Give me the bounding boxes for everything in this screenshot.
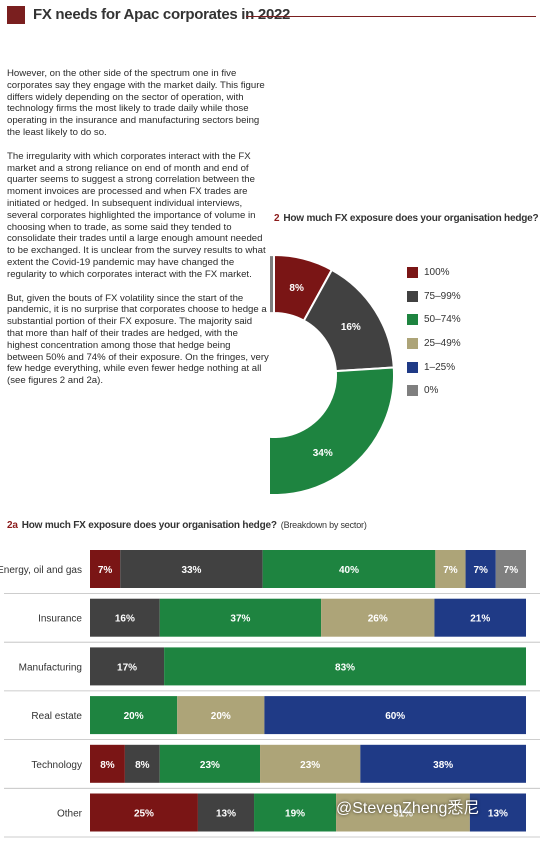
- article-paragraph-2: The irregularity with which corporates i…: [7, 150, 266, 280]
- legend-label: 0%: [424, 385, 439, 397]
- bar-segment: [321, 598, 435, 637]
- donut-slice-label-1: 16%: [341, 322, 361, 333]
- figure-2-title-text: How much FX exposure does your organisat…: [283, 213, 539, 224]
- bar-segment: [177, 696, 265, 735]
- figure-2-title: 2 How much FX exposure does your organisa…: [274, 213, 539, 224]
- bar-segment-label: 25%: [134, 809, 154, 820]
- donut-slice-2: [270, 366, 395, 496]
- figure-2-number: 2: [274, 213, 280, 224]
- bar-segment: [164, 647, 526, 686]
- legend-label: 100%: [424, 267, 450, 279]
- bar-segment: [120, 550, 263, 588]
- figure-2a-title: 2a How much FX exposure does your organis…: [7, 520, 367, 531]
- bar-segment-label: 8%: [135, 760, 150, 771]
- figure-2a-number: 2a: [7, 520, 18, 531]
- page-header: FX needs for Apac corporates in 2022: [0, 0, 544, 34]
- bar-segment: [465, 550, 496, 588]
- bar-segment-label: 38%: [433, 760, 453, 771]
- header-accent-square: [7, 6, 25, 24]
- bar-segment: [90, 696, 178, 735]
- bar-segment: [159, 598, 322, 637]
- page-title: FX needs for Apac corporates in 2022: [33, 6, 291, 23]
- bar-segment: [90, 550, 121, 588]
- category-label: Insurance: [38, 614, 82, 625]
- bar-segment-label: 40%: [339, 565, 359, 576]
- bar-segment-label: 23%: [200, 760, 220, 771]
- bar-segment: [469, 793, 526, 832]
- bar-segment-label: 19%: [285, 809, 305, 820]
- bar-segment-label: 13%: [216, 809, 236, 820]
- bar-segment: [495, 550, 526, 588]
- bar-segment-label: 16%: [115, 614, 135, 625]
- bar-segment-label: 26%: [368, 614, 388, 625]
- bar-segment: [90, 598, 160, 637]
- bar-segment-label: 20%: [211, 711, 231, 722]
- bar-segment-label: 7%: [98, 565, 113, 576]
- bar-segment: [90, 647, 165, 686]
- bar-segment: [435, 550, 466, 588]
- bar-segment: [360, 744, 526, 783]
- legend-item: 75–99%: [407, 285, 461, 309]
- bar-segment-label: 83%: [335, 662, 355, 673]
- donut-legend: 100% 75–99% 50–74% 25–49% 1–25% 0%: [407, 261, 461, 403]
- legend-swatch: [407, 314, 418, 326]
- legend-swatch: [407, 267, 418, 279]
- bar-segment-label: 21%: [470, 614, 490, 625]
- category-label: Manufacturing: [19, 662, 82, 673]
- donut-slice-5: [270, 253, 275, 315]
- article-paragraph-3: But, given the bouts of FX volatility si…: [7, 292, 269, 387]
- bar-segment-label: 60%: [385, 711, 405, 722]
- bar-segment: [197, 793, 255, 832]
- donut-chart-container: 8%16%34%20%20%: [270, 250, 398, 500]
- legend-item: 0%: [407, 379, 461, 403]
- donut-slice-label-0: 8%: [289, 283, 304, 294]
- legend-swatch: [407, 385, 418, 397]
- figure-2a-title-text: How much FX exposure does your organisat…: [21, 520, 277, 531]
- bar-segment-label: 17%: [117, 662, 137, 673]
- legend-swatch: [407, 338, 418, 350]
- legend-item: 1–25%: [407, 355, 461, 379]
- category-label: Real estate: [31, 711, 82, 722]
- legend-swatch: [407, 361, 418, 373]
- bar-segment-label: 8%: [100, 760, 115, 771]
- donut-chart: 8%16%34%20%20%: [270, 253, 395, 496]
- bar-segment-label: 23%: [300, 760, 320, 771]
- bar-segment: [336, 793, 470, 832]
- bar-segment-label: 20%: [124, 711, 144, 722]
- sector-stacked-bar-chart: Energy, oil and gas 7% 33% 40% 7% 7% 7% Insuran…: [0, 550, 540, 838]
- category-label: Energy, oil and gas: [0, 565, 82, 576]
- bar-segment: [90, 744, 125, 783]
- legend-item: 25–49%: [407, 332, 461, 356]
- bar-segment-label: 7%: [473, 565, 488, 576]
- bar-segment: [254, 793, 337, 832]
- article-body: However, on the other side of the spectr…: [7, 68, 269, 399]
- article-paragraph-1: However, on the other side of the spectr…: [7, 68, 265, 138]
- legend-item: 100%: [407, 261, 461, 285]
- figure-2a-subtitle: (Breakdown by sector): [280, 520, 367, 530]
- legend-label: 50–74%: [424, 314, 461, 326]
- bar-segment-label: 13%: [488, 809, 508, 820]
- watermark: @StevenZheng悉尼: [336, 800, 480, 817]
- bar-segment-label: 7%: [443, 565, 458, 576]
- header-rule: [246, 16, 536, 17]
- bar-segment: [90, 793, 198, 832]
- category-label: Technology: [31, 760, 82, 771]
- bar-segment: [262, 550, 436, 588]
- legend-label: 1–25%: [424, 361, 456, 373]
- bar-segment: [260, 744, 361, 783]
- bar-segment: [159, 744, 261, 783]
- donut-slice-label-2: 34%: [313, 448, 333, 459]
- bar-segment-label: 7%: [504, 565, 519, 576]
- bar-segment: [264, 696, 526, 735]
- category-label: Other: [57, 809, 83, 820]
- bar-segment-label: 31%: [393, 809, 413, 820]
- legend-label: 75–99%: [424, 290, 461, 302]
- legend-label: 25–49%: [424, 338, 461, 350]
- bar-segment-label: 33%: [181, 565, 201, 576]
- bar-segment: [124, 744, 160, 783]
- bar-segment: [434, 598, 526, 637]
- bar-segment-label: 37%: [230, 614, 250, 625]
- legend-swatch: [407, 290, 418, 302]
- legend-item: 50–74%: [407, 308, 461, 332]
